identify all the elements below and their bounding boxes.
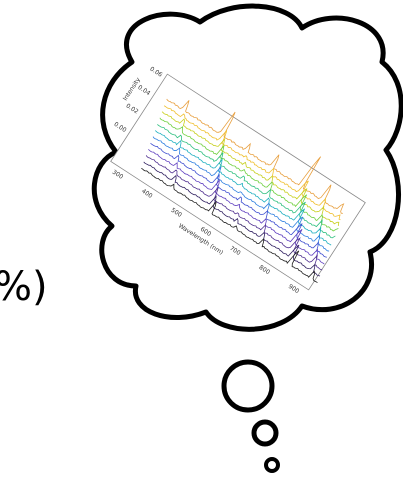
thought-bubble: [254, 422, 276, 444]
thought-text: %): [0, 264, 48, 310]
page: {"thought_text": "%)", "chart": {"y_axis…: [0, 0, 403, 482]
scene: %) 0.060.040.020.00300400500600700800900…: [0, 0, 403, 482]
thought-bubble: [266, 459, 278, 471]
thought-bubble: [224, 362, 272, 410]
